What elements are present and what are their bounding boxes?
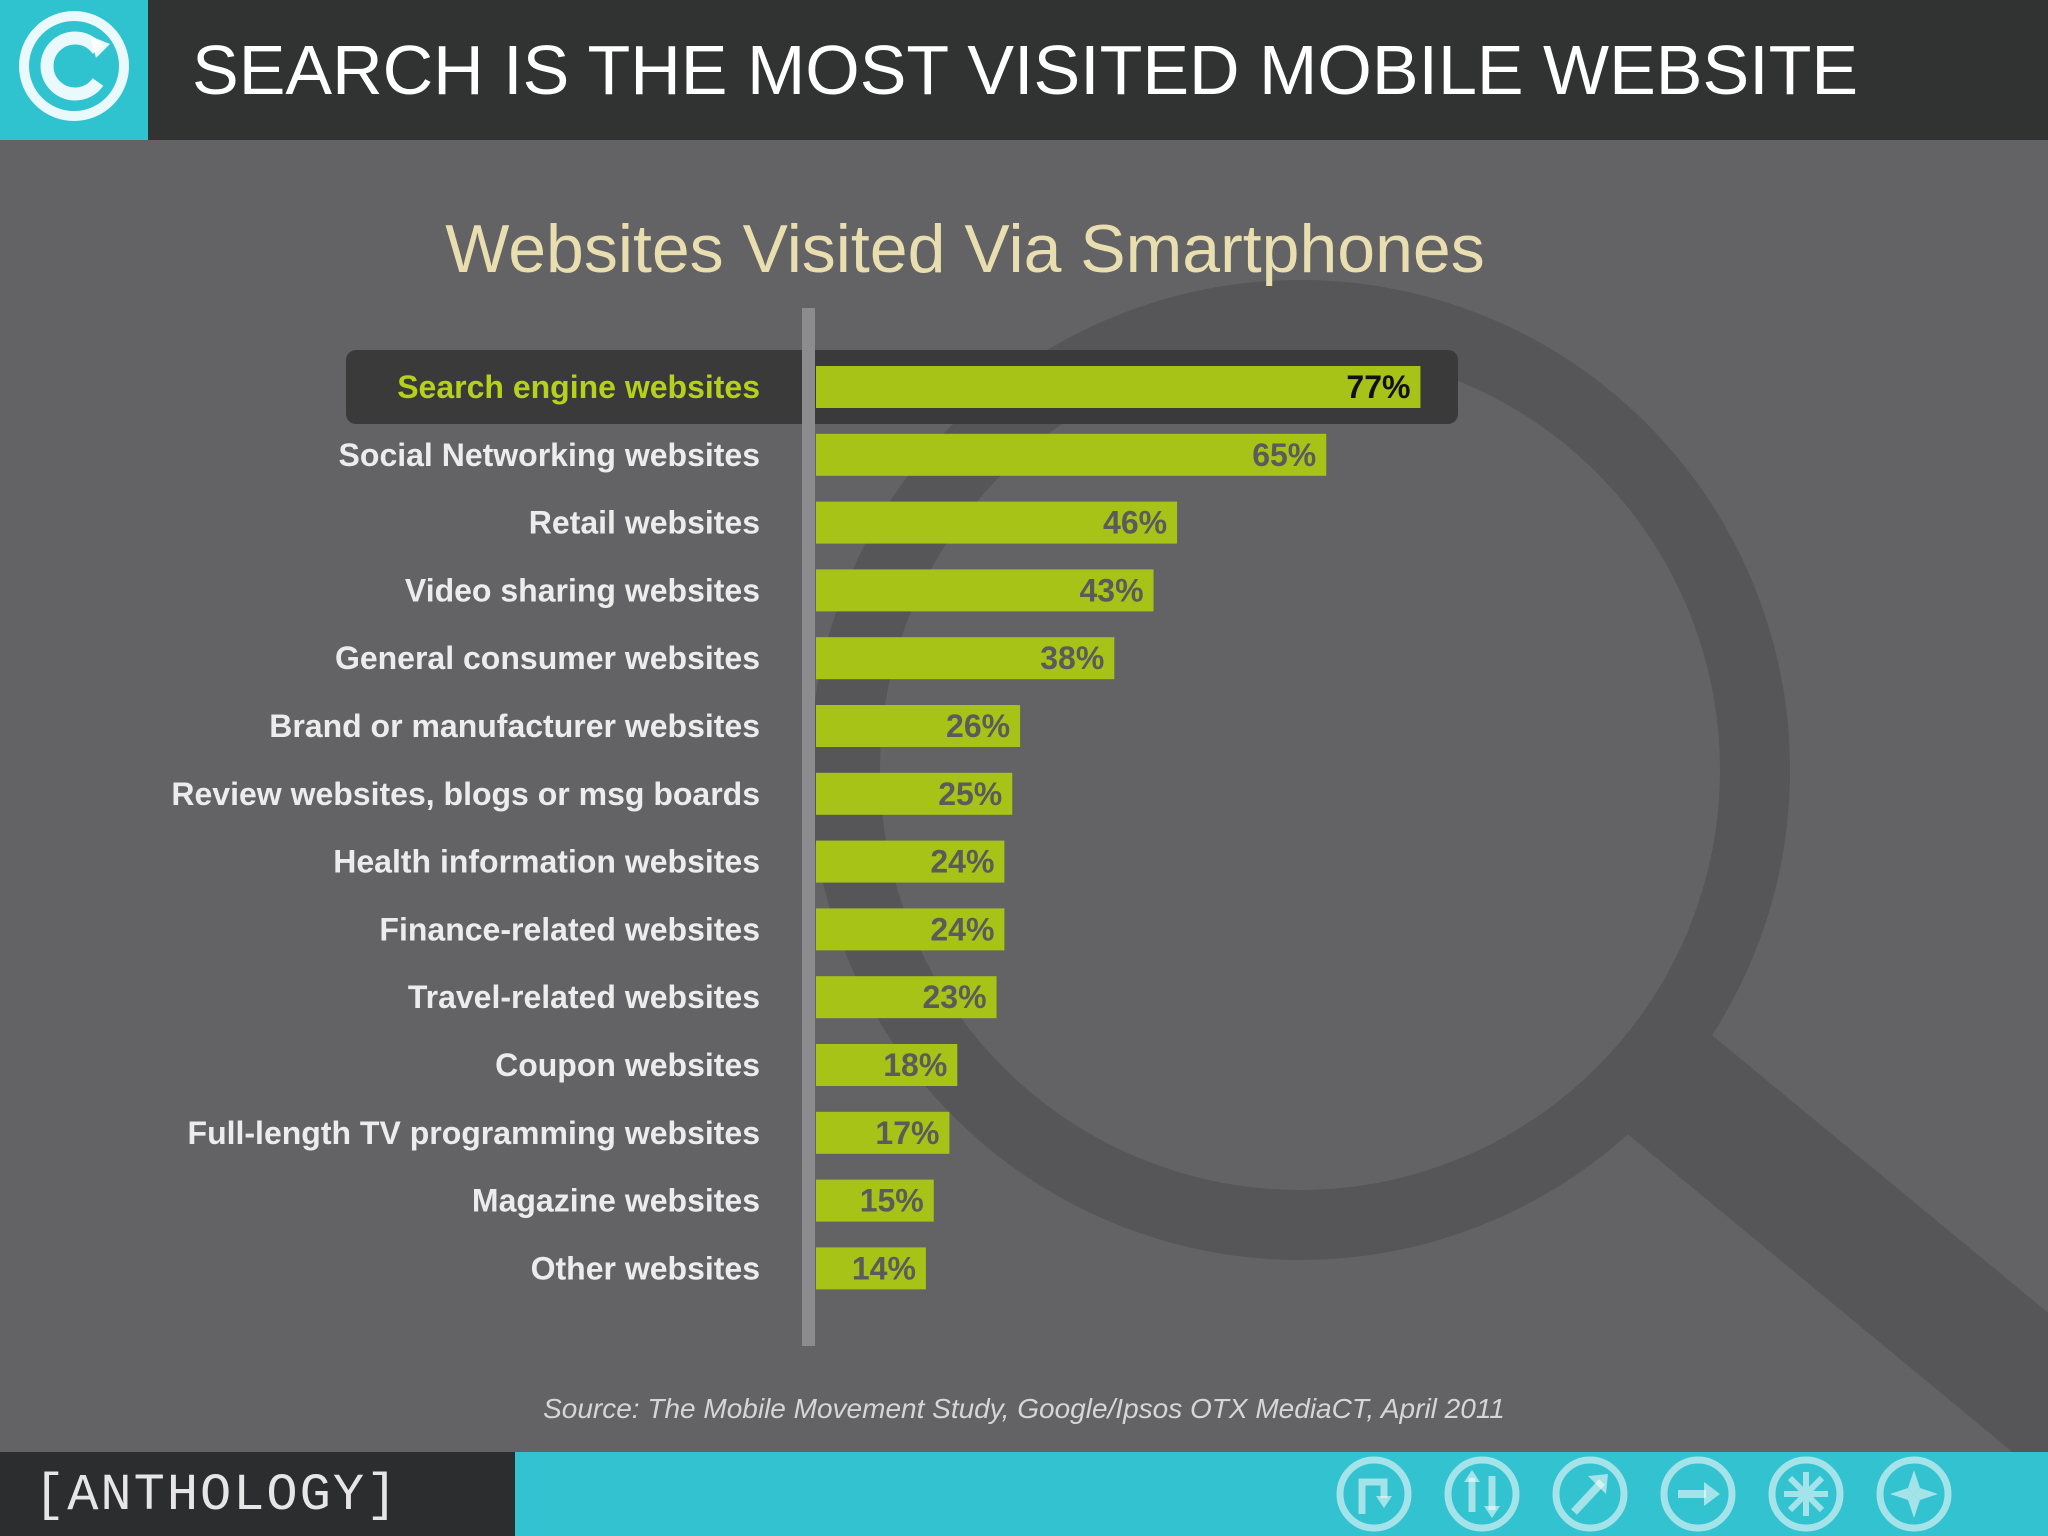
value-label: 24% bbox=[930, 911, 994, 947]
value-label: 25% bbox=[938, 776, 1002, 812]
value-label: 77% bbox=[1346, 369, 1410, 405]
brand-logo-text: [ANTHOLOGY] bbox=[34, 1466, 400, 1525]
compass-icon[interactable] bbox=[1866, 1454, 1962, 1534]
asterisk-burst-icon[interactable] bbox=[1758, 1454, 1854, 1534]
bar bbox=[816, 1179, 934, 1222]
value-label: 18% bbox=[883, 1047, 947, 1083]
bar bbox=[816, 840, 1005, 883]
circled-c-icon bbox=[19, 11, 129, 121]
right-arrow-icon[interactable] bbox=[1650, 1454, 1746, 1534]
value-label: 26% bbox=[946, 708, 1010, 744]
bar bbox=[816, 705, 1021, 747]
value-label: 23% bbox=[923, 979, 987, 1015]
page-title: SEARCH IS THE MOST VISITED MOBILE WEBSIT… bbox=[192, 31, 1859, 109]
footer-brand: [ANTHOLOGY] bbox=[0, 1452, 515, 1536]
turn-arrow-icon[interactable] bbox=[1326, 1454, 1422, 1534]
category-label: Other websites bbox=[531, 1250, 760, 1286]
value-label: 14% bbox=[852, 1250, 916, 1286]
bar bbox=[816, 1044, 958, 1086]
up-down-arrows-icon[interactable] bbox=[1434, 1454, 1530, 1534]
value-label: 17% bbox=[875, 1115, 939, 1151]
value-label: 38% bbox=[1040, 640, 1104, 676]
category-label: Social Networking websites bbox=[339, 437, 760, 473]
category-label: Review websites, blogs or msg boards bbox=[171, 776, 760, 812]
category-label: General consumer websites bbox=[335, 640, 760, 676]
header-bar: SEARCH IS THE MOST VISITED MOBILE WEBSIT… bbox=[0, 0, 2048, 140]
bar bbox=[816, 569, 1154, 612]
bar bbox=[816, 637, 1115, 680]
diagonal-arrow-icon[interactable] bbox=[1542, 1454, 1638, 1534]
category-label: Magazine websites bbox=[472, 1183, 760, 1219]
axis-line bbox=[802, 308, 815, 1346]
value-label: 46% bbox=[1103, 505, 1167, 541]
value-label: 43% bbox=[1080, 572, 1144, 608]
category-label: Health information websites bbox=[333, 844, 760, 880]
category-label: Search engine websites bbox=[397, 369, 760, 405]
bar bbox=[816, 1247, 926, 1290]
category-label: Brand or manufacturer websites bbox=[269, 708, 760, 744]
bar bbox=[816, 366, 1421, 408]
value-label: 24% bbox=[930, 844, 994, 880]
bar bbox=[816, 433, 1327, 476]
value-label: 15% bbox=[860, 1183, 924, 1219]
chart-title: Websites Visited Via Smartphones bbox=[445, 211, 1485, 287]
source-citation: Source: The Mobile Movement Study, Googl… bbox=[543, 1393, 1505, 1424]
bar-chart: 77% Search engine websites 65% Social Netwo… bbox=[171, 308, 1458, 1346]
value-label: 65% bbox=[1252, 437, 1316, 473]
bar bbox=[816, 772, 1013, 815]
category-label: Video sharing websites bbox=[405, 572, 760, 608]
bar bbox=[816, 908, 1005, 951]
category-label: Full-length TV programming websites bbox=[188, 1115, 760, 1151]
logo-tile bbox=[0, 0, 148, 140]
category-label: Travel-related websites bbox=[408, 979, 760, 1015]
bar bbox=[816, 501, 1178, 544]
bar bbox=[816, 1111, 950, 1154]
bar bbox=[816, 976, 997, 1019]
footer-bar: [ANTHOLOGY] bbox=[0, 1452, 2048, 1536]
category-label: Retail websites bbox=[529, 505, 760, 541]
category-label: Finance-related websites bbox=[379, 911, 760, 947]
category-label: Coupon websites bbox=[495, 1047, 760, 1083]
